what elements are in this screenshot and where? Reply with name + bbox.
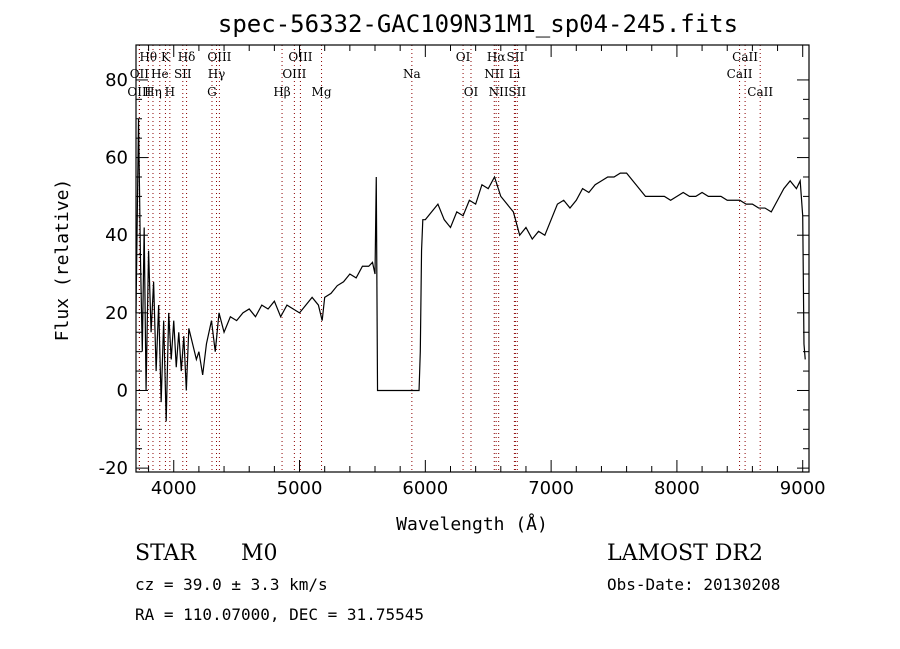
redshift-info: cz = 39.0 ± 3.3 km/s — [135, 575, 328, 594]
x-axis-ticks — [148, 45, 804, 472]
x-tick-label: 8000 — [654, 478, 700, 499]
y-tick-label: 80 — [105, 70, 128, 91]
spectral-line-label: H — [165, 85, 175, 99]
spectral-line-label: K — [161, 50, 171, 64]
y-tick-label: 0 — [117, 380, 128, 401]
x-tick-label: 6000 — [402, 478, 448, 499]
y-tick-label: -20 — [99, 458, 128, 479]
spectral-line-label: OI — [464, 85, 479, 99]
spectral-line-label: OIII — [288, 50, 312, 64]
spectral-line-label: Mg — [312, 85, 332, 99]
spectral-line-label: G — [207, 85, 217, 99]
spectral-line-label: OI — [456, 50, 471, 64]
spectral-line-label: He — [151, 67, 169, 81]
y-axis-label: Flux (relative) — [52, 179, 73, 342]
spectral-line-label: Li — [508, 67, 520, 81]
spectral-line-label: SII — [508, 85, 526, 99]
plot-frame — [135, 44, 810, 473]
spectral-line-label: SII — [174, 67, 192, 81]
spectral-line-label: CaII — [727, 67, 753, 81]
spectral-line-label: NII — [484, 67, 504, 81]
obs-date: Obs-Date: 20130208 — [607, 575, 780, 594]
object-class: STAR — [135, 541, 197, 566]
spectral-line-label: OIII — [127, 85, 151, 99]
spectral-line-label: NII — [489, 85, 509, 99]
y-tick-label: 40 — [105, 225, 128, 246]
x-tick-label: 4000 — [151, 478, 197, 499]
spectral-line-label: Na — [403, 67, 421, 81]
y-tick-label: 60 — [105, 148, 128, 169]
y-tick-label: 20 — [105, 303, 128, 324]
x-tick-label: 9000 — [780, 478, 826, 499]
chart-title: spec-56332-GAC109N31M1_sp04-245.fits — [218, 10, 738, 38]
subclass: M0 — [241, 541, 278, 566]
spectral-line-markers — [138, 45, 761, 472]
spectral-line-label: Hβ — [273, 85, 290, 99]
spectral-line-label: Hδ — [178, 50, 196, 64]
spectral-line-label: OIII — [282, 67, 306, 81]
spectral-line-label: Hη — [144, 85, 162, 99]
spectrum-line — [135, 118, 806, 422]
plot-box — [135, 44, 810, 473]
y-tick-labels: -20 0 20 40 60 80 — [99, 70, 128, 479]
x-axis-label: Wavelength (Å) — [396, 513, 548, 535]
spectral-line-label: Hγ — [208, 67, 226, 81]
spectral-line-label: OIII — [207, 50, 231, 64]
spectral-line-label: OII — [130, 67, 150, 81]
y-axis-ticks — [136, 79, 809, 469]
x-tick-labels: 4000 5000 6000 7000 8000 9000 — [151, 478, 826, 499]
coordinates: RA = 110.07000, DEC = 31.75545 — [135, 605, 424, 624]
spectral-line-label: Hθ — [139, 50, 157, 64]
survey-name: LAMOST DR2 — [607, 541, 763, 566]
spectral-line-label: CaII — [732, 50, 758, 64]
spectral-line-label: SII — [507, 50, 525, 64]
x-tick-label: 5000 — [277, 478, 323, 499]
x-tick-label: 7000 — [528, 478, 574, 499]
spectral-line-label: Hα — [487, 50, 506, 64]
spectral-line-label: CaII — [747, 85, 773, 99]
